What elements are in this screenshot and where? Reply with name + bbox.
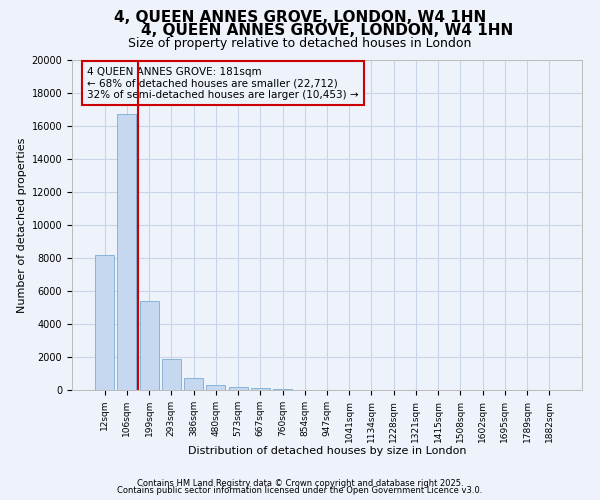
Bar bbox=[184, 378, 203, 390]
X-axis label: Distribution of detached houses by size in London: Distribution of detached houses by size … bbox=[188, 446, 466, 456]
Bar bbox=[140, 301, 158, 390]
Title: 4, QUEEN ANNES GROVE, LONDON, W4 1HN: 4, QUEEN ANNES GROVE, LONDON, W4 1HN bbox=[141, 23, 513, 38]
Bar bbox=[206, 384, 225, 390]
Text: Contains public sector information licensed under the Open Government Licence v3: Contains public sector information licen… bbox=[118, 486, 482, 495]
Text: 4, QUEEN ANNES GROVE, LONDON, W4 1HN: 4, QUEEN ANNES GROVE, LONDON, W4 1HN bbox=[114, 10, 486, 25]
Bar bbox=[251, 388, 270, 390]
Bar bbox=[229, 386, 248, 390]
Bar bbox=[273, 388, 292, 390]
Bar bbox=[162, 360, 181, 390]
Y-axis label: Number of detached properties: Number of detached properties bbox=[17, 138, 28, 312]
Bar bbox=[118, 114, 136, 390]
Text: Contains HM Land Registry data © Crown copyright and database right 2025.: Contains HM Land Registry data © Crown c… bbox=[137, 478, 463, 488]
Text: 4 QUEEN ANNES GROVE: 181sqm
← 68% of detached houses are smaller (22,712)
32% of: 4 QUEEN ANNES GROVE: 181sqm ← 68% of det… bbox=[88, 66, 359, 100]
Bar bbox=[95, 254, 114, 390]
Text: Size of property relative to detached houses in London: Size of property relative to detached ho… bbox=[128, 38, 472, 51]
